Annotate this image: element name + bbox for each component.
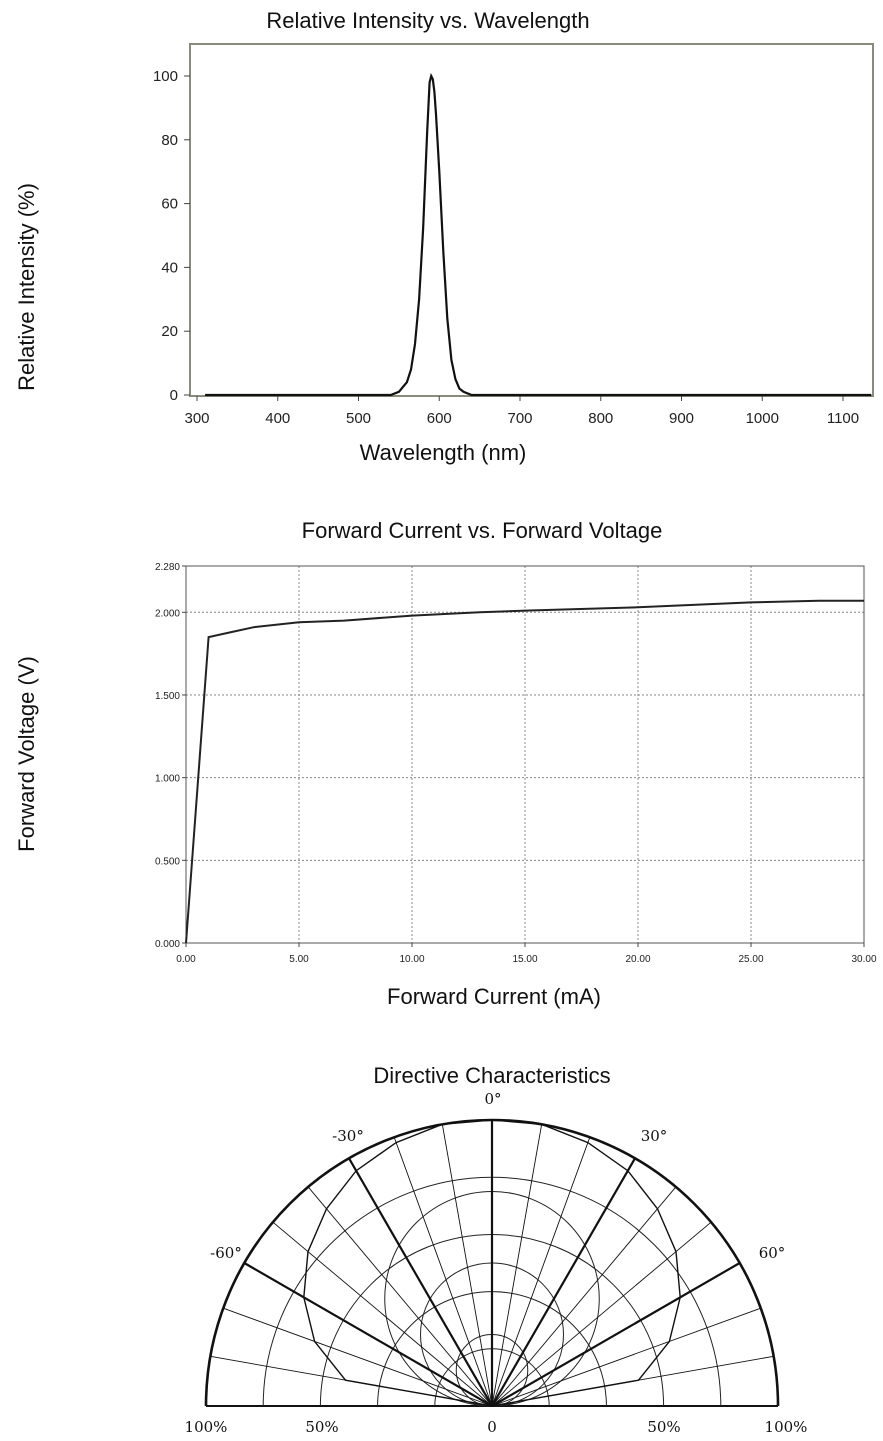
chart3-angle-label: 0° [484, 1090, 501, 1108]
chart1-x-tick-label: 400 [265, 410, 290, 427]
chart3-intensity-circle-left [384, 1191, 493, 1407]
chart3-angle-label: -30° [332, 1127, 364, 1145]
chart3-minor-radial [223, 1307, 493, 1407]
chart1-x-tick-label: 700 [507, 410, 532, 427]
chart1-y-tick-label: 0 [170, 387, 178, 404]
chart1-plot-frame [189, 43, 874, 397]
chart2-y-tick-label: 0.000 [155, 939, 180, 950]
chart1-y-tick-label: 20 [161, 323, 178, 340]
chart3-title: Directive Characteristics [373, 1063, 610, 1088]
chart2-y-tick-label: 0.500 [155, 856, 180, 867]
chart2-y-tick-label: 1.000 [155, 774, 180, 785]
chart-intensity-wavelength: Relative Intensity vs. Wavelength 300 400… [14, 8, 874, 465]
chart1-y-axis-label: Relative Intensity (%) [14, 183, 39, 391]
chart3-radial-label: 100% [185, 1418, 228, 1436]
chart1-x-tick-label: 900 [669, 410, 694, 427]
chart1-series-line [205, 72, 872, 397]
chart1-x-axis-label: Wavelength (nm) [360, 440, 527, 465]
chart3-minor-radial [307, 1186, 493, 1407]
chart3-intensity-circle-left [420, 1262, 493, 1407]
chart3-minor-radial [491, 1186, 677, 1407]
chart1-x-tick-label: 1100 [827, 410, 859, 427]
chart3-polar-grid [204, 1118, 780, 1407]
chart-current-voltage: Forward Current vs. Forward Voltage 0.00… [14, 518, 877, 1009]
chart3-minor-radial [491, 1221, 712, 1407]
chart2-x-tick-label: 10.00 [399, 954, 424, 965]
chart2-x-tick-label: 20.00 [625, 954, 650, 965]
chart2-y-tick-label: 2.280 [155, 562, 180, 573]
chart3-labels: 0° 30° -30° 60° -60° 100% 50% 0 50% 100% [185, 1090, 808, 1436]
chart1-y-tick-label: 40 [161, 259, 178, 276]
chart1-y-ticks: 0 20 40 60 80 100 [153, 68, 190, 404]
chart2-series-line [185, 599, 864, 944]
chart2-x-ticks: 0.00 5.00 10.00 15.00 20.00 25.00 30.00 [176, 943, 877, 965]
chart3-intensity-circle-right [491, 1262, 564, 1407]
chart1-x-tick-label: 300 [184, 410, 209, 427]
chart1-x-tick-label: 800 [588, 410, 613, 427]
chart3-major-radial [243, 1262, 493, 1407]
chart2-y-tick-label: 2.000 [155, 608, 180, 619]
chart3-angle-label: 60° [759, 1244, 786, 1262]
chart2-x-axis-label: Forward Current (mA) [387, 984, 601, 1009]
chart1-y-tick-label: 80 [161, 132, 178, 149]
chart3-radiation-pattern [303, 1119, 681, 1407]
chart2-y-ticks: 0.000 0.500 1.000 1.500 2.000 2.280 [155, 562, 186, 950]
chart2-x-tick-label: 5.00 [289, 954, 309, 965]
chart2-x-tick-label: 15.00 [512, 954, 537, 965]
chart1-x-tick-label: 500 [346, 410, 371, 427]
chart1-title: Relative Intensity vs. Wavelength [266, 8, 589, 33]
chart3-radial-label: 100% [765, 1418, 808, 1436]
chart1-x-ticks: 300 400 500 600 700 800 900 1000 1100 [184, 396, 859, 427]
chart1-x-tick-label: 1000 [746, 410, 779, 427]
chart3-minor-radial [272, 1221, 493, 1407]
chart2-y-tick-label: 1.500 [155, 691, 180, 702]
chart3-radial-label: 50% [647, 1418, 680, 1436]
chart3-intensity-circle-right [491, 1191, 600, 1407]
chart3-major-radial [348, 1157, 493, 1407]
chart2-title: Forward Current vs. Forward Voltage [302, 518, 663, 543]
chart3-angle-label: -60° [210, 1244, 242, 1262]
chart3-major-radial [491, 1157, 636, 1407]
chart2-x-tick-label: 25.00 [738, 954, 763, 965]
chart3-radial-label: 50% [305, 1418, 338, 1436]
chart1-y-tick-label: 60 [161, 196, 178, 213]
chart1-y-tick-label: 100 [153, 68, 178, 85]
chart2-y-axis-label: Forward Voltage (V) [14, 656, 39, 852]
chart3-major-radial [491, 1262, 741, 1407]
chart2-x-tick-label: 0.00 [176, 954, 196, 965]
chart3-minor-radial [491, 1307, 761, 1407]
chart3-minor-radial [491, 1137, 591, 1407]
chart3-minor-radial [441, 1124, 493, 1407]
chart3-minor-radial [491, 1124, 543, 1407]
chart3-minor-radial [393, 1137, 493, 1407]
chart3-angle-label: 30° [641, 1127, 668, 1145]
chart-directive-characteristics: Directive Characteristics 0° 30° -30° 60° -6… [185, 1063, 808, 1436]
chart3-radial-label: 0 [487, 1418, 497, 1436]
chart2-x-tick-label: 30.00 [851, 954, 876, 965]
chart1-x-tick-label: 600 [427, 410, 452, 427]
